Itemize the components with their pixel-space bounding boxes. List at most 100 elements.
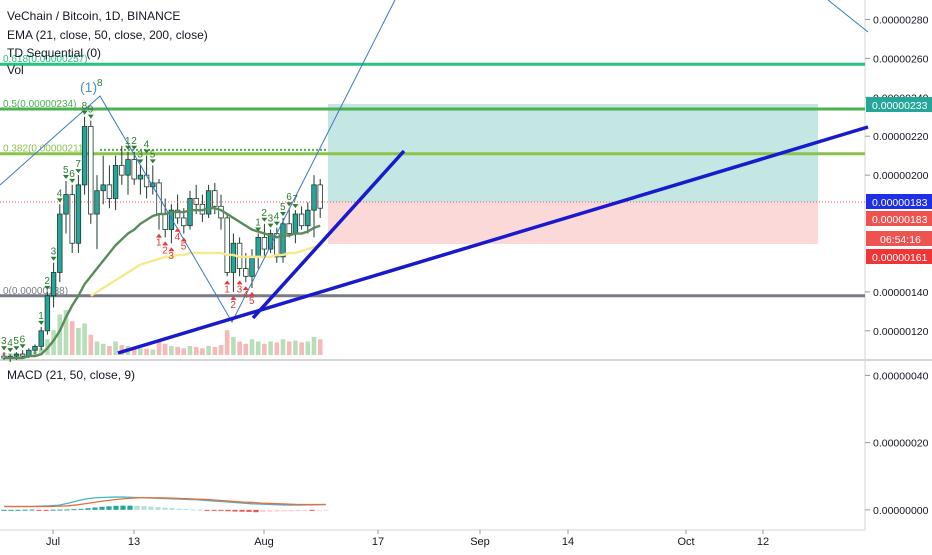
fib-level-label: 0.618(0.00000257) bbox=[3, 54, 88, 65]
macd-axis[interactable]: 0.00000040 0.00000020 0.00000000 bbox=[865, 370, 929, 517]
volume-bar bbox=[224, 330, 230, 355]
volume-bar bbox=[76, 328, 81, 355]
ema-legend[interactable]: EMA (21, close, 50, close, 200, close) bbox=[7, 28, 208, 42]
target-price-text: 0.00000233 bbox=[872, 100, 928, 112]
td-up-arrow bbox=[13, 346, 20, 351]
td-up-arrow bbox=[44, 285, 51, 290]
volume-bar bbox=[100, 343, 106, 355]
candle-body bbox=[317, 184, 323, 209]
td-up-count: 7 bbox=[75, 159, 81, 170]
macd-panel bbox=[1, 496, 329, 513]
macd-legend[interactable]: MACD (21, 50, close, 9) bbox=[7, 368, 136, 382]
volume-bar bbox=[299, 342, 304, 355]
td-down-count: 3 bbox=[168, 251, 174, 262]
td-up-arrow bbox=[38, 320, 45, 325]
volume-bar bbox=[113, 341, 118, 355]
symbol-title[interactable]: VeChain / Bitcoin, 1D, BINANCE bbox=[7, 9, 181, 23]
fib-level-label: 0.382(0.00000211) bbox=[3, 144, 87, 155]
td-up-arrow bbox=[149, 159, 156, 164]
td-up-arrow bbox=[50, 256, 57, 261]
td-up-arrow bbox=[131, 145, 138, 150]
td-up-count: 2 bbox=[261, 208, 267, 219]
td-down-arrow bbox=[162, 241, 169, 246]
loss-zone[interactable] bbox=[328, 202, 818, 244]
volume-bar bbox=[206, 346, 211, 355]
candle-body bbox=[137, 174, 144, 180]
volume-bar bbox=[268, 341, 273, 355]
long-trendline[interactable] bbox=[117, 125, 869, 355]
macd-histogram-bar bbox=[218, 509, 224, 511]
td-down-arrow bbox=[224, 280, 231, 285]
candle-body bbox=[280, 223, 286, 258]
macd-histogram-bar bbox=[309, 509, 315, 511]
td-up-count: 5 bbox=[150, 149, 156, 160]
td-up-count: 1 bbox=[255, 218, 261, 229]
volume-bar bbox=[305, 341, 311, 355]
entry-price-badge: 0.00000183 bbox=[866, 211, 932, 226]
fib-level-label: 0.5(0.00000234) bbox=[3, 99, 76, 110]
zigzag-drawing[interactable] bbox=[0, 0, 396, 324]
macd-histogram-bar bbox=[155, 507, 161, 510]
macd-histogram-bar bbox=[57, 509, 63, 511]
time-tick-label: 12 bbox=[757, 536, 769, 548]
vol-legend[interactable]: Vol bbox=[7, 63, 24, 77]
candle-body bbox=[311, 184, 317, 211]
macd-histogram-bar bbox=[197, 509, 203, 511]
td-up-arrow bbox=[19, 344, 26, 349]
td-up-arrow bbox=[81, 110, 88, 115]
price-axis[interactable]: 0.000002800.000002600.000002400.00000220… bbox=[865, 14, 929, 338]
macd-histogram-bar bbox=[29, 509, 35, 511]
candle-body bbox=[168, 209, 175, 231]
macd-histogram-bar bbox=[281, 509, 287, 512]
volume-bar bbox=[293, 340, 298, 355]
td-up-arrow bbox=[280, 211, 286, 216]
candle-body bbox=[44, 295, 51, 332]
candle-body bbox=[156, 182, 162, 215]
price-tick-label: 0.00000280 bbox=[873, 14, 929, 26]
macd-histogram-bar bbox=[134, 505, 140, 510]
candlesticks bbox=[1, 116, 323, 362]
macd-histogram-bar bbox=[253, 509, 259, 513]
volume-bar bbox=[150, 349, 156, 355]
price-tick-label: 0.00000220 bbox=[873, 131, 929, 143]
volume-bar bbox=[138, 348, 143, 355]
candle-body bbox=[69, 194, 75, 244]
candle-body bbox=[19, 353, 26, 357]
td-up-count: 3 bbox=[268, 214, 274, 225]
macd-histogram-bar bbox=[204, 509, 210, 511]
candle-body bbox=[100, 184, 106, 192]
candle-body bbox=[212, 190, 218, 207]
td-up-count: 1 bbox=[38, 311, 44, 322]
macd-histogram-bar bbox=[85, 508, 91, 510]
last-price-text: 0.00000183 bbox=[872, 197, 928, 209]
macd-histogram-bar bbox=[113, 505, 119, 510]
candle-body bbox=[75, 184, 82, 244]
macd-tick-label: 0.00000020 bbox=[873, 438, 929, 450]
td-up-arrow bbox=[125, 145, 131, 150]
last-price-badge: 0.00000183 bbox=[866, 194, 932, 209]
volume-bar bbox=[156, 341, 162, 355]
td-up-arrow bbox=[56, 198, 63, 203]
macd-histogram-bar bbox=[50, 509, 56, 511]
volume-bar bbox=[88, 334, 94, 355]
short-trendline[interactable] bbox=[251, 149, 406, 320]
time-tick-label: Oct bbox=[677, 536, 694, 548]
td-down-count: 4 bbox=[175, 232, 181, 243]
td-up-count: 3 bbox=[51, 247, 57, 258]
td-peak-label: (1) bbox=[80, 79, 97, 95]
td-down-arrow bbox=[242, 286, 249, 291]
fibonacci-levels[interactable]: 0.618(0.00000257) 0.5(0.00000234) 0.382(0.… bbox=[0, 54, 865, 298]
candle-body bbox=[13, 353, 20, 357]
upper-channel-line[interactable] bbox=[827, 0, 869, 33]
time-axis[interactable]: Jul 13 Aug 17 Sep 14 Oct 12 bbox=[46, 530, 769, 548]
td-up-count: 8 bbox=[82, 101, 88, 112]
td-down-count: 1 bbox=[156, 238, 162, 249]
volume-bar bbox=[218, 345, 224, 355]
td-up-arrow bbox=[87, 114, 94, 119]
td-legend[interactable]: TD Sequential (0) bbox=[7, 46, 102, 60]
volume-bar bbox=[162, 343, 168, 355]
candle-body bbox=[243, 268, 249, 277]
td-up-count: 6 bbox=[20, 334, 26, 345]
